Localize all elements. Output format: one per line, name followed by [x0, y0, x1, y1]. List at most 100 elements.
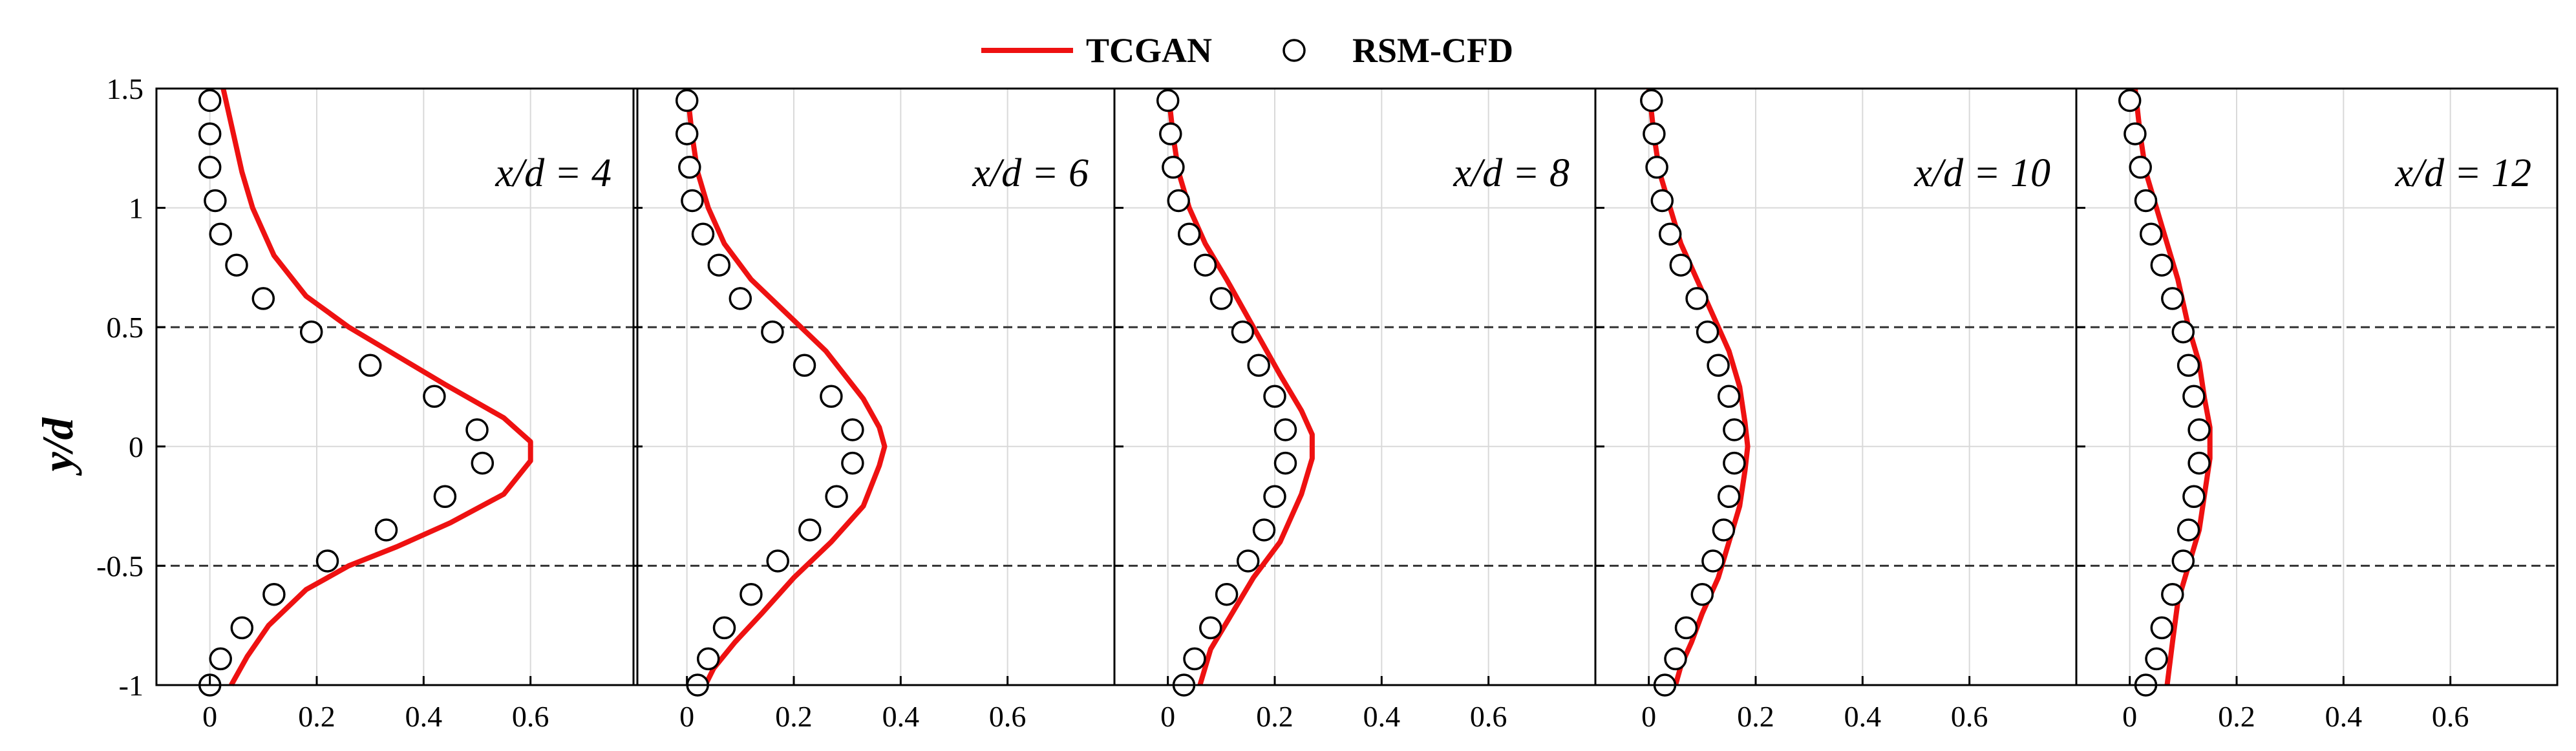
- rsm-cfd-point: [1690, 582, 1714, 606]
- rsm-cfd-point: [2129, 156, 2152, 179]
- rsm-cfd-point: [299, 320, 323, 344]
- rsm-cfd-point: [2150, 616, 2174, 640]
- x-tick-label: 0: [202, 700, 217, 733]
- x-tick-label: 0.4: [405, 700, 443, 733]
- rsm-cfd-point: [262, 582, 286, 606]
- rsm-cfd-point: [465, 418, 489, 441]
- panel-title: x/d = 8: [1453, 151, 1570, 195]
- rsm-cfd-point: [707, 253, 731, 277]
- legend-rsm-cfd-marker: [1283, 39, 1306, 62]
- rsm-cfd-point: [2161, 582, 2184, 606]
- rsm-cfd-point: [1645, 156, 1668, 179]
- rsm-cfd-point: [2171, 549, 2195, 573]
- rsm-cfd-point: [841, 451, 864, 475]
- rsm-cfd-point: [793, 354, 816, 377]
- rsm-cfd-point: [433, 485, 457, 509]
- panel-title: x/d = 6: [972, 151, 1089, 195]
- rsm-cfd-point: [841, 418, 864, 441]
- rsm-cfd-point: [1183, 647, 1206, 671]
- rsm-cfd-point: [691, 222, 715, 246]
- x-tick-label: 0.4: [1844, 700, 1882, 733]
- x-tick-label: 0: [679, 700, 694, 733]
- x-tick-label: 0.6: [1470, 700, 1507, 733]
- x-tick-label: 0.4: [882, 700, 920, 733]
- panel-3: 0 0.2 0.4 0.6 x/d = 8: [1113, 87, 1597, 733]
- rsm-cfd-point: [1177, 222, 1201, 246]
- rsm-cfd-point: [1252, 518, 1276, 542]
- rsm-cfd-point: [820, 385, 843, 408]
- rsm-cfd-point: [1156, 89, 1180, 112]
- x-tick-label: 0: [1641, 700, 1656, 733]
- panel-1: 0 0.2 0.4 0.6 x/d = 4: [155, 87, 639, 733]
- rsm-cfd-point: [1717, 385, 1741, 408]
- rsm-cfd-point: [374, 518, 398, 542]
- rsm-cfd-point: [1167, 189, 1190, 213]
- rsm-cfd-point: [198, 89, 222, 112]
- rsm-cfd-point: [761, 320, 784, 344]
- rsm-cfd-point: [729, 287, 752, 310]
- rsm-cfd-point: [1712, 518, 1736, 542]
- rsm-cfd-point: [315, 549, 339, 573]
- x-tick-label: 0.2: [298, 700, 335, 733]
- x-tick-label: 0.2: [1256, 700, 1293, 733]
- rsm-cfd-point: [2177, 354, 2200, 377]
- tcgan-series-line: [1165, 88, 1315, 686]
- rsm-cfd-point: [1658, 222, 1682, 246]
- panel-5: 0 0.2 0.4 0.6 x/d = 12: [2075, 87, 2559, 733]
- x-tick-label: 0.2: [775, 700, 813, 733]
- rsm-cfd-point: [2187, 451, 2211, 475]
- rsm-cfd-point: [1215, 582, 1239, 606]
- rsm-cfd-point: [1273, 451, 1297, 475]
- rsm-cfd-point: [2182, 385, 2206, 408]
- panel-title: x/d = 12: [2394, 151, 2531, 195]
- rsm-cfd-point: [1209, 287, 1233, 310]
- tcgan-series-line: [684, 88, 888, 692]
- rsm-cfd-point: [1717, 485, 1741, 509]
- legend-tcgan-label: TCGAN: [1086, 31, 1212, 70]
- rsm-cfd-point: [1685, 287, 1708, 310]
- panel-title: x/d = 4: [495, 151, 612, 195]
- rsm-cfd-point: [2124, 122, 2147, 145]
- panels: 0 0.2 0.4 0.6 x/d = 4 0 0.2 0.4 0.6 x/d = 6 0 0.2 0.…: [155, 87, 2559, 733]
- rsm-cfd-point: [1723, 451, 1746, 475]
- rsm-cfd-point: [2171, 320, 2195, 344]
- rsm-cfd-point: [2150, 253, 2174, 277]
- x-tick-label: 0.2: [2218, 700, 2255, 733]
- rsm-cfd-point: [2187, 418, 2211, 441]
- rsm-cfd-point: [1263, 385, 1286, 408]
- rsm-cfd-point: [2182, 485, 2206, 509]
- rsm-cfd-point: [2118, 89, 2142, 112]
- y-tick-label: -0.5: [96, 549, 144, 582]
- rsm-cfd-point: [1723, 418, 1746, 441]
- rsm-cfd-point: [1199, 616, 1222, 640]
- rsm-cfd-point: [225, 253, 248, 277]
- rsm-cfd-point: [204, 189, 227, 213]
- rsm-cfd-point: [230, 616, 254, 640]
- rsm-cfd-point: [2145, 647, 2168, 671]
- rsm-cfd-point: [209, 647, 232, 671]
- rsm-cfd-point: [251, 287, 275, 310]
- y-tick-label: -1: [119, 669, 144, 702]
- rsm-cfd-point: [1273, 418, 1297, 441]
- x-tick-label: 0.6: [1951, 700, 1988, 733]
- legend: TCGAN RSM-CFD: [981, 31, 1513, 70]
- x-tick-label: 0.2: [1737, 700, 1774, 733]
- rsm-cfd-point: [2177, 518, 2200, 542]
- rsm-cfd-point: [2134, 189, 2158, 213]
- y-tick-label: 1: [129, 192, 144, 225]
- legend-rsm-cfd-label: RSM-CFD: [1352, 31, 1513, 70]
- rsm-cfd-point: [1669, 253, 1693, 277]
- y-tick-label: 0.5: [107, 311, 144, 344]
- rsm-cfd-point: [2161, 287, 2184, 310]
- rsm-cfd-point: [681, 189, 704, 213]
- rsm-cfd-point: [1159, 122, 1182, 145]
- x-tick-label: 0.6: [989, 700, 1027, 733]
- rsm-cfd-point: [1236, 549, 1260, 573]
- rsm-cfd-point: [1643, 122, 1666, 145]
- panel-4: 0 0.2 0.4 0.6 x/d = 10: [1594, 87, 2078, 733]
- x-tick-label: 0.6: [512, 700, 549, 733]
- x-tick-label: 0.4: [1363, 700, 1401, 733]
- rsm-cfd-point: [678, 156, 701, 179]
- rsm-cfd-point: [675, 89, 699, 112]
